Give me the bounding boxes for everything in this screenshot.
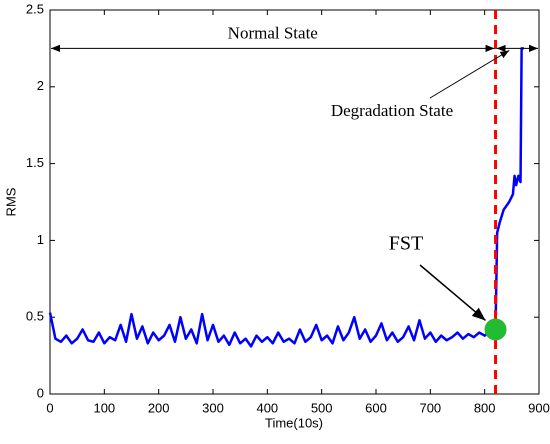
- pointer-arrow: [419, 264, 487, 322]
- y-axis-label: RMS: [3, 187, 18, 216]
- x-tick-label: 500: [311, 400, 333, 415]
- pointer-arrow: [429, 49, 510, 99]
- annotation-text: Degradation State: [331, 101, 453, 120]
- x-tick-label: 400: [256, 400, 278, 415]
- x-tick-label: 600: [365, 400, 387, 415]
- data-line: [48, 47, 524, 348]
- x-tick-label: 900: [528, 400, 550, 415]
- y-tick-label: 0.5: [26, 309, 44, 324]
- x-tick-label: 200: [148, 400, 170, 415]
- annotation-text: Normal State: [228, 23, 318, 42]
- x-tick-label: 800: [474, 400, 496, 415]
- y-tick-label: 2: [37, 78, 44, 93]
- y-tick-label: 1.5: [26, 155, 44, 170]
- annotation-text: FST: [389, 233, 423, 255]
- x-tick-label: 300: [202, 400, 224, 415]
- x-tick-label: 700: [419, 400, 441, 415]
- y-tick-label: 1: [37, 232, 44, 247]
- x-tick-label: 0: [46, 400, 53, 415]
- y-tick-label: 0: [37, 385, 44, 400]
- y-tick-label: 2.5: [26, 1, 44, 16]
- plot-area: [49, 9, 540, 395]
- x-tick-label: 100: [93, 400, 115, 415]
- fst-point: [484, 318, 507, 341]
- x-axis-label: Time(10s): [265, 415, 323, 430]
